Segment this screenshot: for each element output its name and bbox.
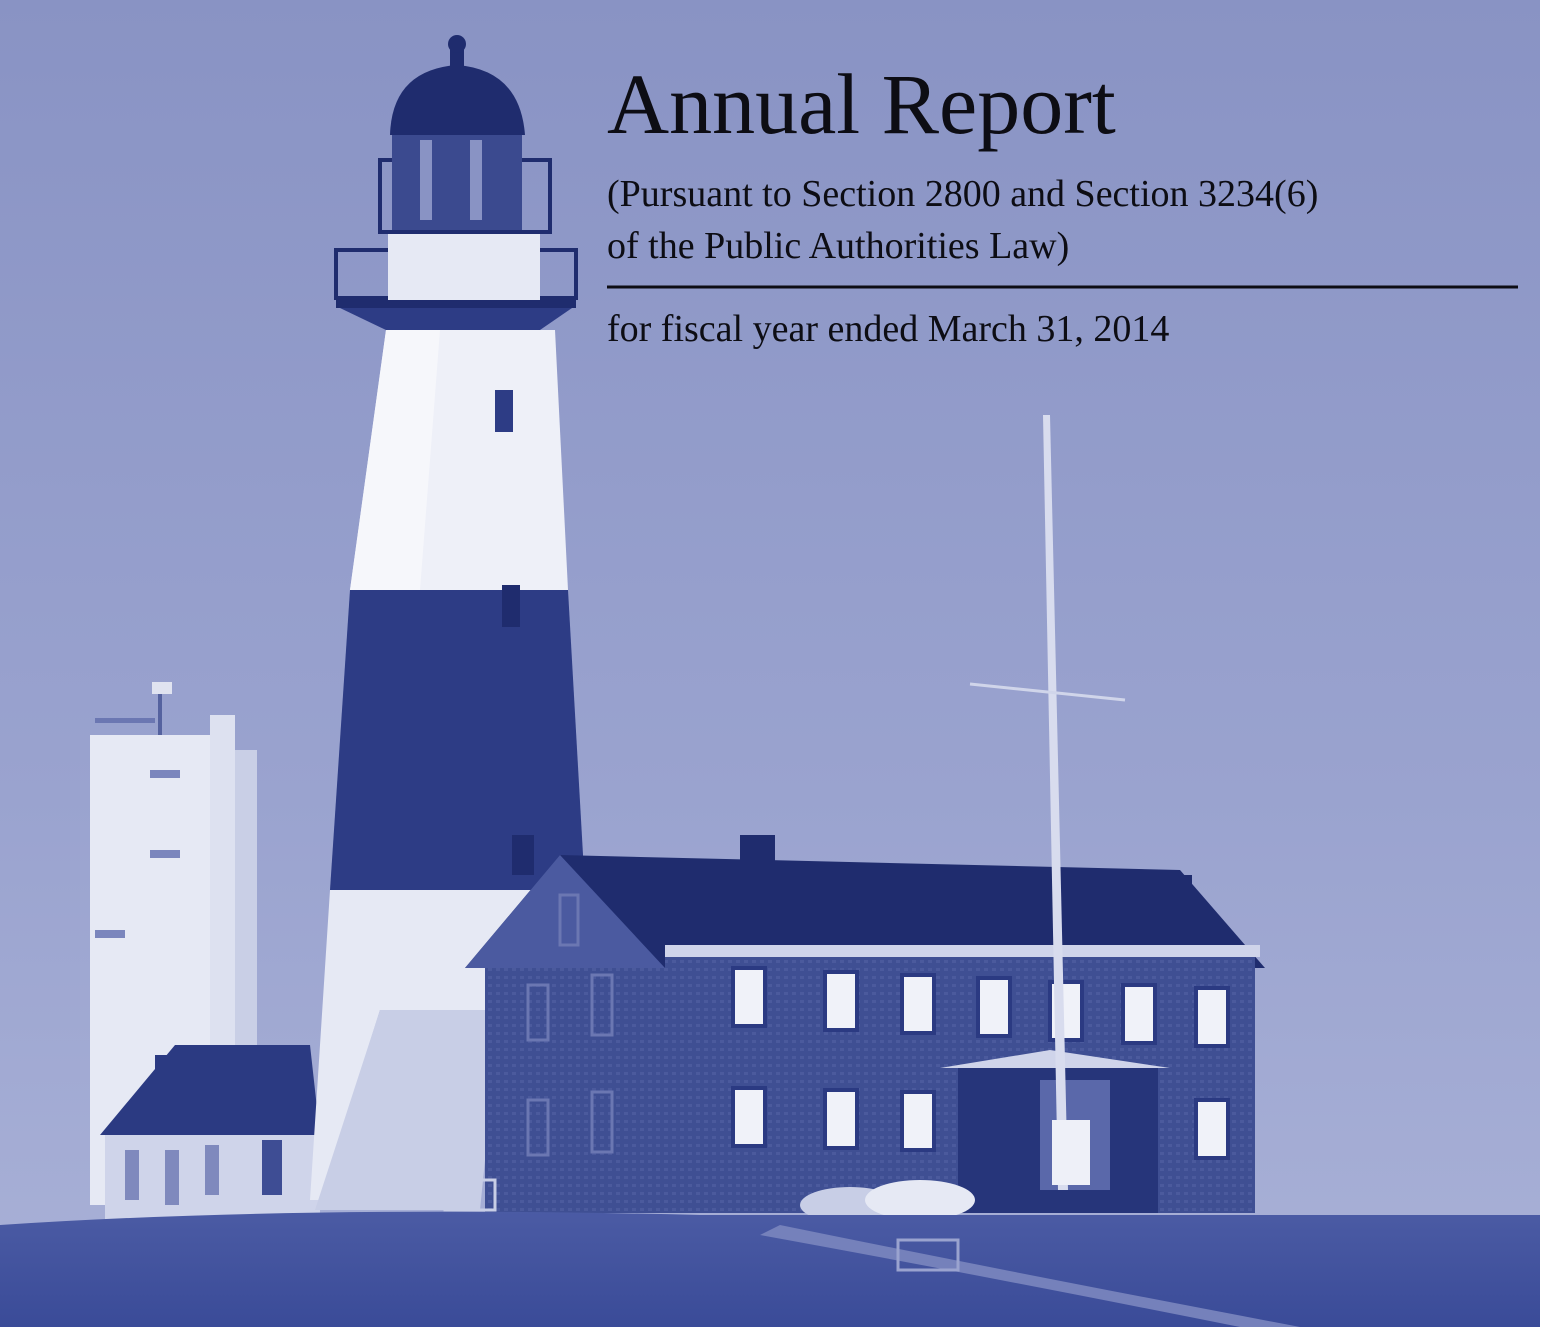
subtitle-line: of the Public Authorities Law) <box>607 225 1069 267</box>
page: Annual Report (Pursuant to Section 2800 … <box>0 0 1551 1327</box>
title: Annual Report <box>607 56 1116 152</box>
fiscal-year: for fiscal year ended March 31, 2014 <box>607 308 1169 350</box>
cover: Annual Report (Pursuant to Section 2800 … <box>0 0 1551 1327</box>
subtitle-line: (Pursuant to Section 2800 and Section 32… <box>607 173 1318 215</box>
